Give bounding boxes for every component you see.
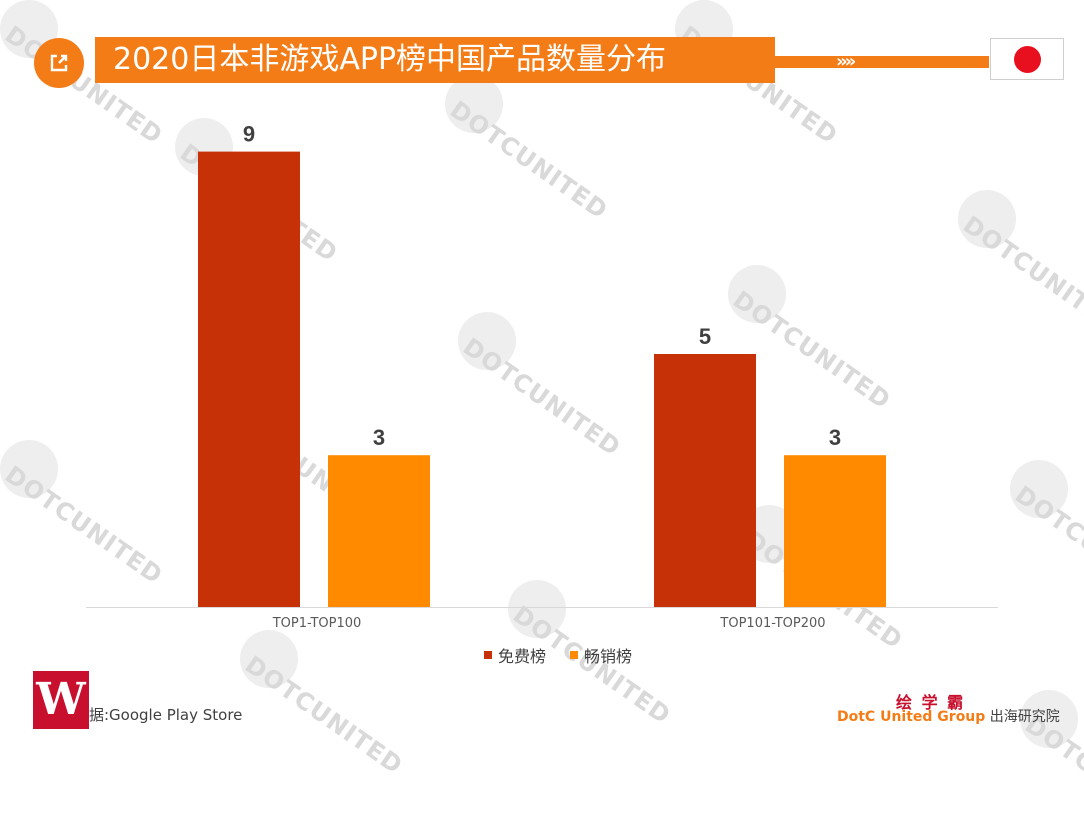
x-tick-label: TOP1-TOP100	[272, 616, 362, 631]
legend-swatch-grossing	[570, 651, 579, 659]
chart-legend: 免费榜 畅销榜	[484, 643, 632, 667]
source-note: 据:Google Play Store	[89, 706, 243, 724]
title-bar	[95, 37, 775, 83]
bar-free-1	[654, 354, 756, 607]
data-label: 9	[243, 122, 255, 147]
chevron-right-icon: »»	[836, 51, 856, 72]
bar-grossing-1	[784, 455, 886, 607]
data-label: 5	[699, 324, 711, 349]
legend-swatch-free	[484, 651, 492, 659]
data-label: 3	[373, 425, 385, 450]
x-tick-label: TOP101-TOP200	[719, 616, 825, 631]
legend-item-free: 免费榜	[484, 643, 546, 667]
brand-name-cn: 绘 学 霸	[896, 693, 966, 712]
brand-footer: DotC United Group 出海研究院	[837, 706, 1060, 726]
export-icon	[50, 54, 68, 72]
bar-grossing-0	[328, 455, 430, 607]
japan-flag-icon	[990, 38, 1064, 80]
logo-letter: W	[36, 674, 86, 725]
brand-name-en: DotC United Group	[837, 709, 986, 725]
bar-chart: 9 3 TOP1-TOP100 5 3 TOP101-TOP200	[86, 122, 998, 631]
export-icon-button[interactable]	[34, 38, 84, 88]
logo: W	[33, 671, 89, 729]
page-title: 2020日本非游戏APP榜中国产品数量分布	[113, 42, 667, 77]
legend-label-free: 免费榜	[498, 647, 547, 666]
legend-item-grossing: 畅销榜	[570, 643, 632, 667]
legend-label-grossing: 畅销榜	[584, 647, 633, 666]
header-divider	[775, 56, 989, 68]
brand-institute: 出海研究院	[985, 709, 1060, 725]
data-label: 3	[829, 425, 841, 450]
bar-free-0	[198, 151, 300, 607]
